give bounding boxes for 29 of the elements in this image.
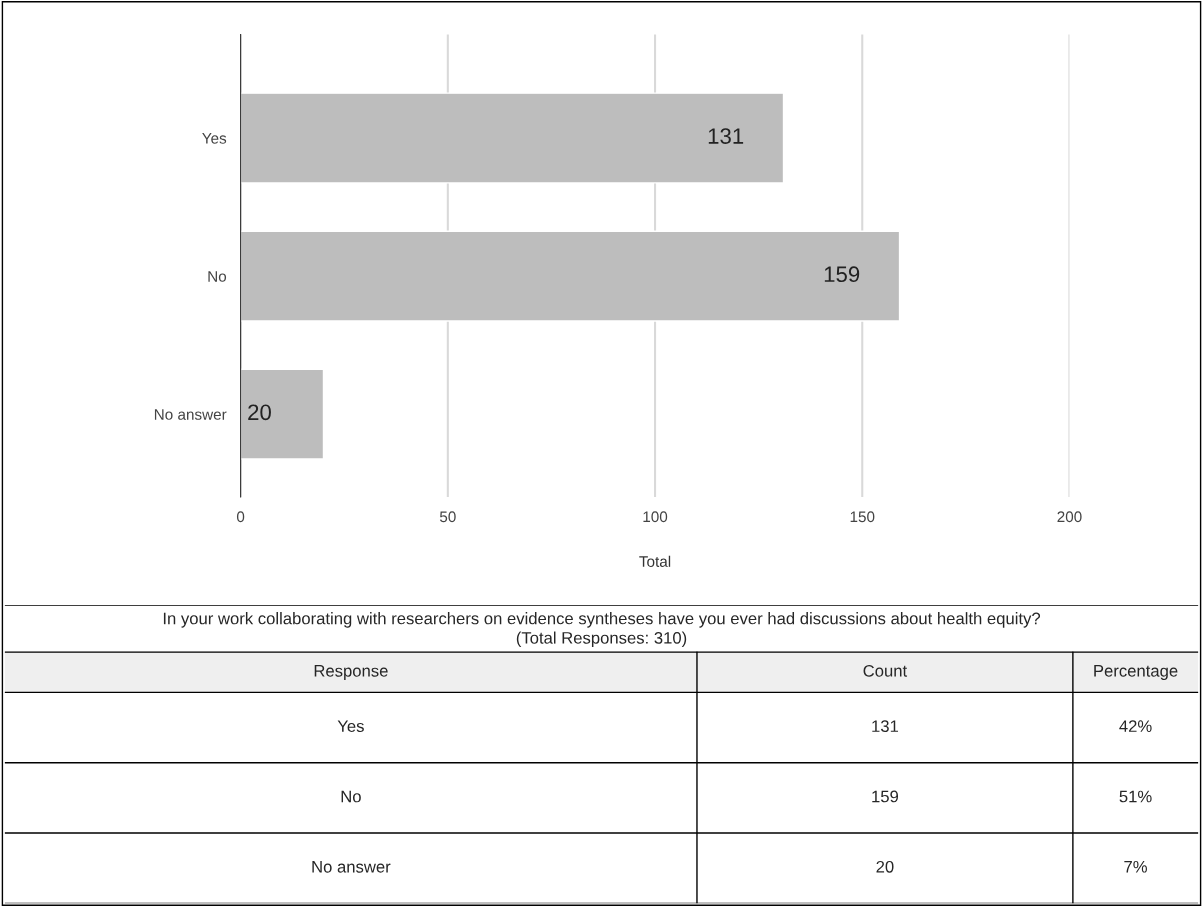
data-label: 20 xyxy=(248,404,271,421)
x-tick-label: 100 xyxy=(643,511,668,523)
text: Response xyxy=(314,665,388,681)
text: No xyxy=(341,790,361,803)
text: 7% xyxy=(1124,860,1147,873)
text: No answer xyxy=(312,861,391,873)
text: 20 xyxy=(876,860,894,873)
x-tick-label: 0 xyxy=(236,511,245,523)
bar xyxy=(240,230,901,322)
data-label: 159 xyxy=(824,266,860,283)
text: Yes xyxy=(337,720,364,733)
text: 131 xyxy=(872,720,899,733)
x-tick-label: 50 xyxy=(439,511,456,523)
data-label: 131 xyxy=(708,128,744,144)
y-tick-label: No answer xyxy=(154,409,227,420)
text: 42% xyxy=(1119,720,1152,732)
text: 159 xyxy=(872,790,899,803)
text: In your work collaborating with researchers on evidence syntheses have you ever had discussions about health equity? xyxy=(163,612,1041,628)
bar xyxy=(240,368,325,460)
y-tick-label: Yes xyxy=(202,133,227,144)
text: 51% xyxy=(1119,790,1152,803)
text: Count xyxy=(863,664,908,677)
text: Percentage xyxy=(1094,665,1178,681)
text: (Total Responses: 310) xyxy=(516,631,687,648)
bar xyxy=(240,92,785,184)
x-axis-title: Total xyxy=(639,555,671,567)
x-tick-label: 200 xyxy=(1057,511,1082,523)
y-tick-label: No xyxy=(208,271,227,282)
x-tick-label: 150 xyxy=(850,511,875,523)
